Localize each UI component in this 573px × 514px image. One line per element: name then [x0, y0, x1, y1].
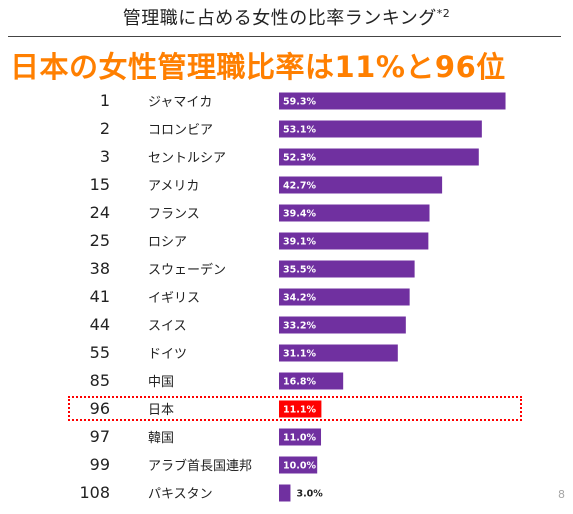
- country-label: 日本: [148, 403, 174, 418]
- rank-label: 1: [100, 91, 110, 110]
- country-label: コロンビア: [148, 123, 213, 138]
- bar: [279, 288, 410, 306]
- bar: [279, 344, 398, 362]
- bar: [279, 372, 344, 390]
- rank-label: 97: [90, 427, 110, 446]
- data-label: 35.5%: [283, 265, 316, 276]
- rank-label: 25: [90, 231, 110, 250]
- rank-label: 44: [90, 315, 110, 334]
- rank-label: 2: [100, 119, 110, 138]
- country-label: セントルシア: [148, 151, 226, 166]
- data-label: 52.3%: [283, 153, 316, 164]
- country-label: イギリス: [148, 291, 200, 306]
- data-label: 42.7%: [283, 181, 316, 192]
- bar: [279, 176, 443, 194]
- data-label: 59.3%: [283, 97, 316, 108]
- country-label: アメリカ: [148, 179, 199, 194]
- bar: [279, 316, 406, 334]
- country-label: 韓国: [148, 431, 174, 446]
- bar: [279, 484, 291, 502]
- title-divider: [8, 36, 561, 37]
- bar: [279, 456, 318, 474]
- country-label: 中国: [148, 375, 174, 390]
- bar: [279, 148, 479, 166]
- bar: [279, 232, 429, 250]
- country-label: スウェーデン: [148, 262, 226, 278]
- data-label: 31.1%: [283, 349, 316, 360]
- data-label: 33.2%: [283, 321, 316, 332]
- bar: [279, 204, 430, 222]
- data-label: 39.1%: [283, 237, 316, 248]
- bar: [279, 92, 506, 110]
- bar: [279, 260, 415, 278]
- data-label: 11.0%: [283, 433, 316, 444]
- data-label: 10.0%: [283, 461, 316, 472]
- country-label: フランス: [148, 207, 200, 222]
- japan-highlight-box: [68, 396, 522, 421]
- data-label: 3.0%: [296, 489, 323, 500]
- bar: [279, 120, 482, 138]
- chart-title-text: 管理職に占める女性の比率ランキング: [122, 8, 437, 29]
- bar-highlight: [279, 400, 322, 418]
- headline: 日本の女性管理職比率は11%と96位: [10, 50, 506, 84]
- rank-label: 96: [90, 399, 110, 418]
- bar: [279, 428, 322, 446]
- data-label: 53.1%: [283, 125, 316, 136]
- rank-label: 99: [90, 455, 110, 474]
- rank-label: 38: [90, 259, 110, 278]
- country-label: ドイツ: [148, 347, 187, 362]
- chart-title: 管理職に占める女性の比率ランキング*2: [0, 4, 573, 30]
- data-label: 11.1%: [283, 405, 316, 416]
- rank-label: 41: [90, 287, 110, 306]
- rank-label: 15: [90, 175, 110, 194]
- country-label: スイス: [148, 319, 187, 334]
- data-label: 16.8%: [283, 377, 316, 388]
- data-label: 34.2%: [283, 293, 316, 304]
- footnote-mark: *2: [436, 7, 451, 20]
- rank-label: 24: [90, 203, 110, 222]
- rank-label: 55: [90, 343, 110, 362]
- country-label: パキスタン: [148, 487, 213, 502]
- rank-label: 108: [79, 483, 110, 502]
- page-number: 8: [558, 488, 565, 501]
- data-label: 39.4%: [283, 209, 316, 220]
- rank-label: 3: [100, 147, 110, 166]
- rank-label: 85: [90, 371, 110, 390]
- country-label: ジャマイカ: [148, 95, 212, 110]
- country-label: ロシア: [148, 235, 187, 250]
- country-label: アラブ首長国連邦: [148, 458, 252, 474]
